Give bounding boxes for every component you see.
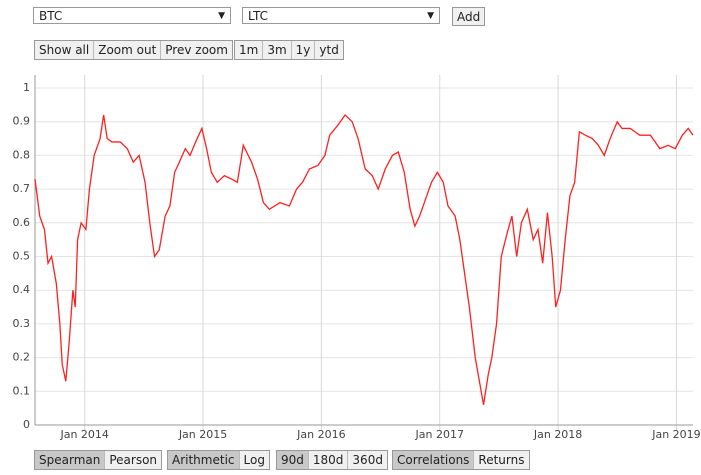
arrow: ▼ xyxy=(427,10,434,21)
toggle-button[interactable]: 180d xyxy=(307,451,348,469)
toggle-button[interactable]: 1y xyxy=(290,41,315,59)
compare-select[interactable]: LTC ▼ xyxy=(242,7,440,24)
y-tick-label: 0.7 xyxy=(13,182,31,195)
y-tick-label: 1 xyxy=(23,81,30,94)
toggle-button[interactable]: Pearson xyxy=(104,451,161,469)
toggle-button[interactable]: Arithmetic xyxy=(168,451,239,469)
select-text: LTC xyxy=(248,8,269,23)
toggle-button[interactable]: Correlations xyxy=(393,451,474,469)
range-group: 1m 3m 1y ytd xyxy=(234,40,344,60)
y-tick-label: 0.9 xyxy=(13,115,31,128)
y-tick-label: 0.8 xyxy=(13,148,31,161)
toggle-button[interactable]: Log xyxy=(238,451,269,469)
toggle-button[interactable]: Spearman xyxy=(35,451,105,469)
method-group: Spearman Pearson xyxy=(34,450,163,470)
y-tick-label: 0.4 xyxy=(13,283,31,296)
x-tick-label: Jan 2017 xyxy=(415,428,464,441)
x-tick-label: Jan 2018 xyxy=(533,428,582,441)
toggle-button[interactable]: 3m xyxy=(262,41,290,59)
y-tick-label: 0.2 xyxy=(13,351,31,364)
toggle-button[interactable]: Show all xyxy=(39,43,90,57)
x-tick-label: Jan 2014 xyxy=(59,428,108,441)
toggle-button[interactable]: 1m xyxy=(239,43,259,57)
x-tick-label: Jan 2019 xyxy=(651,428,700,441)
zoom-group: Show all Zoom out Prev zoom xyxy=(34,40,233,60)
scale-group: Arithmetic Log xyxy=(167,450,270,470)
toggle-button[interactable]: 360d xyxy=(347,451,387,469)
y-tick-label: 0.1 xyxy=(13,384,31,397)
y-tick-label: 0.6 xyxy=(13,216,31,229)
select-text: BTC xyxy=(39,8,63,23)
window-group: 90d 180d 360d xyxy=(276,450,388,470)
y-tick-label: 0.3 xyxy=(13,317,31,330)
toggle-button[interactable]: ytd xyxy=(314,41,342,59)
toggle-button[interactable]: Returns xyxy=(473,451,528,469)
toggle-button[interactable]: 90d xyxy=(277,451,308,469)
toggle-button[interactable]: Prev zoom xyxy=(160,41,232,59)
x-tick-label: Jan 2015 xyxy=(178,428,227,441)
series-line xyxy=(34,113,694,405)
y-tick-label: 0 xyxy=(23,418,30,431)
base-select[interactable]: BTC ▼ xyxy=(33,7,231,24)
toggle-button[interactable]: Zoom out xyxy=(93,41,160,59)
add-button[interactable]: Add xyxy=(452,7,486,26)
y-tick-label: 0.5 xyxy=(13,250,31,263)
arrow: ▼ xyxy=(218,10,225,21)
x-tick-label: Jan 2016 xyxy=(296,428,345,441)
view-group: Correlations Returns xyxy=(392,450,530,470)
